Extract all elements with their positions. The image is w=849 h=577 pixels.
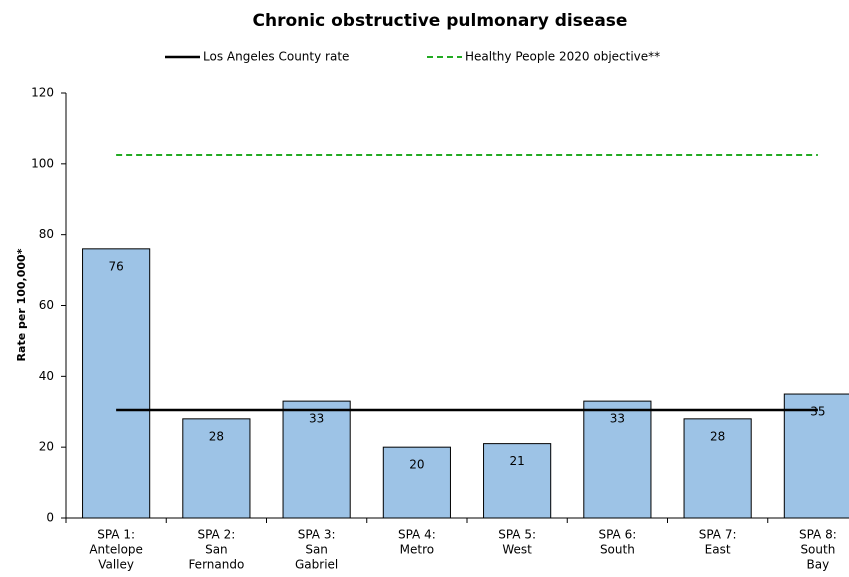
- x-tick-label: Fernando: [188, 558, 244, 572]
- x-tick-label: Gabriel: [295, 558, 338, 572]
- y-tick-label: 80: [39, 227, 54, 241]
- x-tick-label: Antelope: [89, 543, 143, 557]
- x-tick-label: SPA 1:: [97, 528, 135, 542]
- bar: [483, 443, 552, 519]
- x-tick-label: Valley: [98, 558, 134, 572]
- x-tick-label: San: [305, 543, 328, 557]
- y-tick-label: 100: [31, 156, 54, 170]
- bar: [683, 418, 752, 519]
- y-tick-label: 120: [31, 86, 54, 100]
- bar: [583, 400, 652, 519]
- data-label: 21: [509, 454, 524, 468]
- data-label: 76: [108, 259, 123, 273]
- data-label: 35: [810, 405, 825, 419]
- legend-label: Healthy People 2020 objective**: [465, 50, 660, 64]
- bar: [783, 393, 849, 519]
- y-tick-label: 40: [39, 369, 54, 383]
- x-tick-label: East: [705, 543, 731, 557]
- x-tick-label: SPA 4:: [398, 528, 436, 542]
- x-tick-label: SPA 6:: [598, 528, 636, 542]
- data-label: 28: [710, 429, 725, 443]
- chart-title: Chronic obstructive pulmonary disease: [253, 11, 628, 31]
- x-tick-label: SPA 5:: [498, 528, 536, 542]
- y-tick-label: 20: [39, 440, 54, 454]
- x-tick-label: South: [800, 543, 835, 557]
- data-label: 20: [409, 458, 424, 472]
- legend-label: Los Angeles County rate: [203, 50, 349, 64]
- bar: [82, 248, 151, 519]
- y-tick-label: 60: [39, 298, 54, 312]
- data-label: 33: [610, 412, 625, 426]
- bar: [282, 400, 351, 519]
- data-label: 28: [209, 429, 224, 443]
- bar: [382, 446, 451, 519]
- y-axis-title: Rate per 100,000*: [15, 248, 28, 361]
- bar: [182, 418, 251, 519]
- x-tick-label: SPA 2:: [197, 528, 235, 542]
- x-tick-label: SPA 8:: [799, 528, 837, 542]
- x-tick-label: San: [205, 543, 228, 557]
- x-tick-label: South: [600, 543, 635, 557]
- y-tick-label: 0: [46, 511, 54, 525]
- x-tick-label: Metro: [400, 543, 434, 557]
- data-label: 33: [309, 412, 324, 426]
- x-tick-label: Bay: [807, 558, 830, 572]
- x-tick-label: SPA 3:: [298, 528, 336, 542]
- x-tick-label: West: [502, 543, 532, 557]
- x-tick-label: SPA 7:: [699, 528, 737, 542]
